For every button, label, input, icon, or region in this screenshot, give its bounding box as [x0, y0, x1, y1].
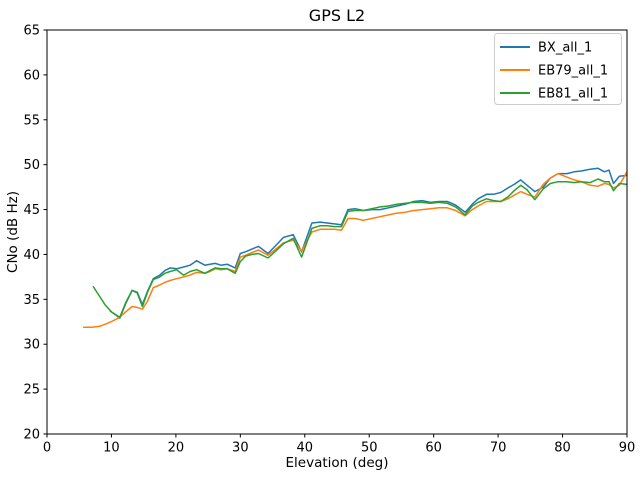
- x-tick-label: 40: [297, 441, 314, 456]
- x-tick-label: 20: [168, 441, 185, 456]
- y-tick-label: 55: [23, 113, 40, 128]
- y-tick-label: 30: [23, 338, 40, 353]
- y-tick-label: 20: [23, 428, 40, 443]
- y-tick-label: 65: [23, 24, 40, 39]
- x-tick-label: 60: [425, 441, 442, 456]
- x-tick-label: 80: [554, 441, 571, 456]
- x-tick-label: 0: [43, 441, 51, 456]
- legend: BX_all_1 EB79_all_1 EB81_all_1: [494, 33, 622, 105]
- x-axis-label: Elevation (deg): [286, 455, 389, 471]
- y-tick-label: 45: [23, 203, 40, 218]
- x-tick-label: 50: [361, 441, 378, 456]
- legend-box: [494, 33, 622, 105]
- chart-title: GPS L2: [309, 6, 365, 25]
- y-tick-label: 50: [23, 158, 40, 173]
- y-tick-label: 35: [23, 293, 40, 308]
- x-tick-label: 10: [103, 441, 120, 456]
- legend-label-eb79-all-1: EB79_all_1: [538, 64, 608, 79]
- y-tick-label: 25: [23, 383, 40, 398]
- series-line-EB81_all_1: [92, 178, 627, 319]
- y-tick-label: 40: [23, 248, 40, 263]
- series-line-EB79_all_1: [82, 171, 627, 328]
- legend-label-bx-all-1: BX_all_1: [538, 41, 592, 56]
- series-lines: [82, 167, 627, 328]
- x-tick-label: 90: [619, 441, 636, 456]
- y-axis-ticks: 20 25 30 35 40 45 50 55 60 65: [23, 24, 47, 443]
- y-tick-label: 60: [23, 68, 40, 83]
- plot-spines: [46, 29, 628, 435]
- x-tick-label: 30: [232, 441, 249, 456]
- legend-label-eb81-all-1: EB81_all_1: [538, 87, 608, 102]
- x-axis-ticks: 0 10 20 30 40 50 60 70 80 90: [43, 434, 635, 456]
- y-axis-label: CNo (dB Hz): [5, 191, 21, 273]
- x-tick-label: 70: [490, 441, 507, 456]
